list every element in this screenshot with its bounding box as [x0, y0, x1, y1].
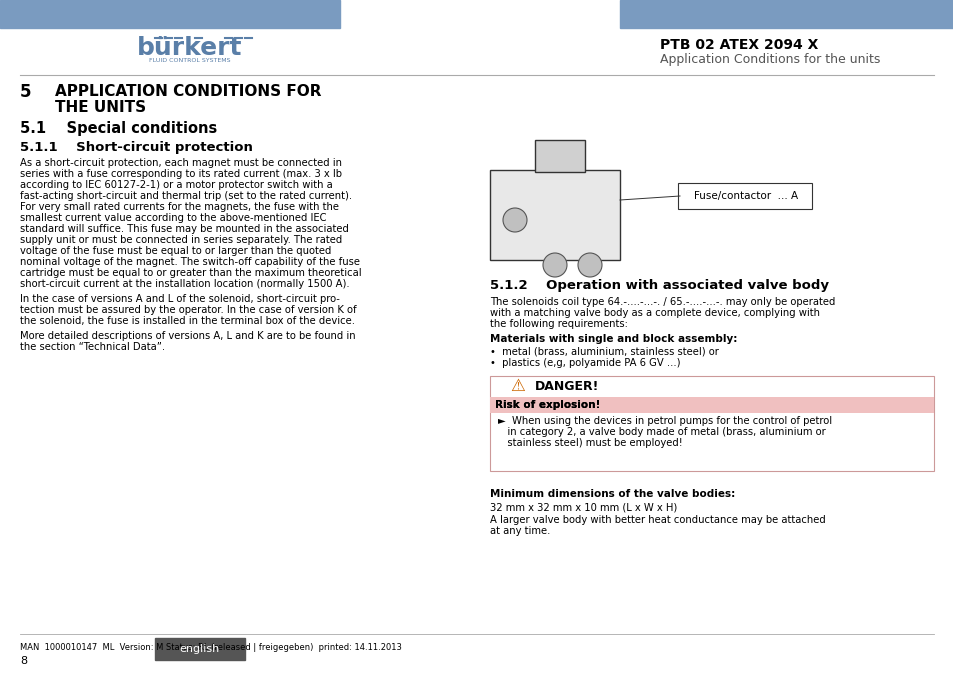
Bar	[0, 0, 339, 28]
Text: In the case of versions A and L of the solenoid, short-circuit pro-: In the case of versions A and L of the s…	[20, 294, 339, 304]
Text: ►  When using the devices in petrol pumps for the control of petrol: ► When using the devices in petrol pumps…	[497, 416, 831, 426]
Text: APPLICATION CONDITIONS FOR: APPLICATION CONDITIONS FOR	[55, 85, 321, 100]
Circle shape	[578, 253, 601, 277]
Text: Risk of explosion!: Risk of explosion!	[495, 400, 599, 410]
Bar	[535, 140, 584, 172]
Bar	[619, 0, 953, 28]
Text: tection must be assured by the operator. In the case of version K of: tection must be assured by the operator.…	[20, 305, 356, 315]
Text: 8: 8	[20, 656, 27, 666]
Text: DANGER!: DANGER!	[535, 380, 598, 392]
Bar	[490, 397, 933, 413]
Text: A larger valve body with better heat conductance may be attached: A larger valve body with better heat con…	[490, 515, 825, 525]
Text: 5.1.1    Short-circuit protection: 5.1.1 Short-circuit protection	[20, 141, 253, 155]
Circle shape	[502, 208, 526, 232]
Text: the solenoid, the fuse is installed in the terminal box of the device.: the solenoid, the fuse is installed in t…	[20, 316, 355, 326]
Text: in category 2, a valve body made of metal (brass, aluminium or: in category 2, a valve body made of meta…	[497, 427, 825, 437]
Text: As a short-circuit protection, each magnet must be connected in: As a short-circuit protection, each magn…	[20, 158, 341, 168]
Text: More detailed descriptions of versions A, L and K are to be found in: More detailed descriptions of versions A…	[20, 331, 355, 341]
Bar	[490, 170, 619, 260]
Text: english: english	[180, 644, 220, 654]
Text: stainless steel) must be employed!: stainless steel) must be employed!	[497, 438, 682, 448]
Text: voltage of the fuse must be equal to or larger than the quoted: voltage of the fuse must be equal to or …	[20, 246, 331, 256]
Bar	[490, 397, 933, 413]
Text: Fuse/contactor  ... A: Fuse/contactor ... A	[693, 191, 798, 201]
Text: Application Conditions for the units: Application Conditions for the units	[659, 53, 880, 67]
Text: smallest current value according to the above-mentioned IEC: smallest current value according to the …	[20, 213, 326, 223]
Text: supply unit or must be connected in series separately. The rated: supply unit or must be connected in seri…	[20, 235, 342, 245]
Text: Risk of explosion!: Risk of explosion!	[495, 400, 599, 410]
Text: according to IEC 60127-2-1) or a motor protector switch with a: according to IEC 60127-2-1) or a motor p…	[20, 180, 333, 190]
Text: PTB 02 ATEX 2094 X: PTB 02 ATEX 2094 X	[659, 38, 818, 52]
Bar	[154, 638, 245, 660]
FancyBboxPatch shape	[678, 183, 811, 209]
Text: 5: 5	[20, 83, 31, 101]
Text: series with a fuse corresponding to its rated current (max. 3 x Ib: series with a fuse corresponding to its …	[20, 169, 341, 179]
Text: MAN  1000010147  ML  Version: M Status: RL (released | freigegeben)  printed: 14: MAN 1000010147 ML Version: M Status: RL …	[20, 643, 401, 653]
Text: Minimum dimensions of the valve bodies:: Minimum dimensions of the valve bodies:	[490, 489, 735, 499]
Text: •  metal (brass, aluminium, stainless steel) or: • metal (brass, aluminium, stainless ste…	[490, 347, 719, 357]
Text: fast-acting short-circuit and thermal trip (set to the rated current).: fast-acting short-circuit and thermal tr…	[20, 191, 352, 201]
Text: The solenoids coil type 64.-....-...-. / 65.-....-...-. may only be operated: The solenoids coil type 64.-....-...-. /…	[490, 297, 835, 307]
Text: THE UNITS: THE UNITS	[55, 100, 146, 114]
Text: the following requirements:: the following requirements:	[490, 319, 627, 329]
Text: nominal voltage of the magnet. The switch-off capability of the fuse: nominal voltage of the magnet. The switc…	[20, 257, 359, 267]
Text: standard will suffice. This fuse may be mounted in the associated: standard will suffice. This fuse may be …	[20, 224, 349, 234]
Text: bürkert: bürkert	[137, 36, 242, 60]
Text: 5.1.2    Operation with associated valve body: 5.1.2 Operation with associated valve bo…	[490, 279, 828, 291]
Text: 32 mm x 32 mm x 10 mm (L x W x H): 32 mm x 32 mm x 10 mm (L x W x H)	[490, 502, 677, 512]
Text: with a matching valve body as a complete device, complying with: with a matching valve body as a complete…	[490, 308, 820, 318]
Text: ⚠: ⚠	[510, 377, 525, 395]
Text: cartridge must be equal to or greater than the maximum theoretical: cartridge must be equal to or greater th…	[20, 268, 361, 278]
Text: •  plastics (e,g, polyamide PA 6 GV ...): • plastics (e,g, polyamide PA 6 GV ...)	[490, 358, 679, 368]
Text: short-circuit current at the installation location (normally 1500 A).: short-circuit current at the installatio…	[20, 279, 349, 289]
Text: For very small rated currents for the magnets, the fuse with the: For very small rated currents for the ma…	[20, 202, 338, 212]
Text: 5.1    Special conditions: 5.1 Special conditions	[20, 120, 217, 135]
Text: the section “Technical Data”.: the section “Technical Data”.	[20, 342, 165, 352]
Circle shape	[542, 253, 566, 277]
Text: at any time.: at any time.	[490, 526, 550, 536]
Text: Materials with single and block assembly:: Materials with single and block assembly…	[490, 334, 737, 344]
Text: FLUID CONTROL SYSTEMS: FLUID CONTROL SYSTEMS	[149, 57, 231, 63]
Bar	[490, 376, 933, 471]
